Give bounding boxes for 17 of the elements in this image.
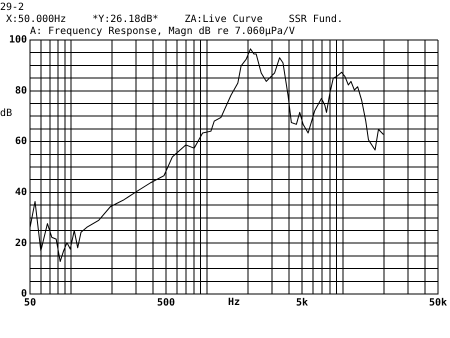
y-axis-title: dB (0, 108, 12, 120)
y-tick-label: 40 (15, 186, 28, 198)
y-tick-label: 60 (15, 136, 28, 148)
y-tick-label: 20 (15, 238, 28, 249)
text: X:50.000Hz (6, 14, 66, 26)
y-tick-label: 80 (15, 85, 28, 96)
x-tick-label: 5k (296, 298, 308, 309)
x-tick-label: 50k (428, 298, 447, 309)
x-tick-label: 50 (24, 298, 36, 309)
x-tick-label: 500 (157, 298, 176, 309)
chart-title: A: Frequency Response, Magn dB re 7.060µPa/V (30, 26, 295, 38)
text: SSR Fund. (288, 14, 343, 26)
text: 29-2 (0, 2, 24, 14)
x-axis-title: Hz (228, 297, 240, 309)
text: *Y:26.18dB* (92, 14, 158, 26)
text: ZA:Live Curve (184, 14, 263, 26)
y-tick-label: 100 (9, 34, 28, 46)
